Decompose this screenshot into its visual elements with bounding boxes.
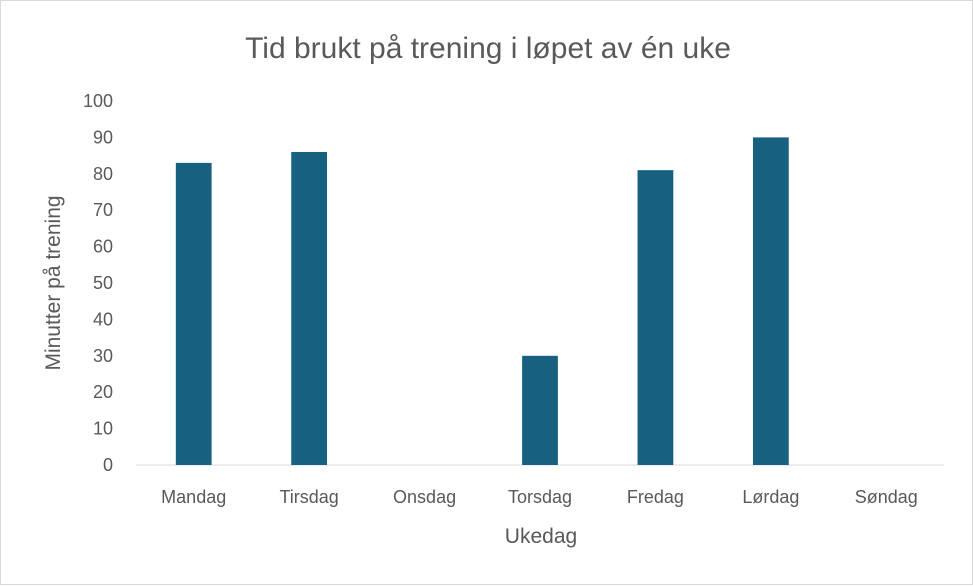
x-axis-ticks: Mandag Tirsdag Onsdag Torsdag Fredag Lørdag Sø… <box>161 487 918 507</box>
x-tick-label: Søndag <box>855 487 918 507</box>
y-tick-label: 100 <box>83 91 113 111</box>
x-tick-label: Tirsdag <box>279 487 338 507</box>
y-tick-label: 90 <box>93 127 113 147</box>
y-tick-label: 80 <box>93 164 113 184</box>
y-axis-ticks: 0 10 20 30 40 50 60 70 80 90 100 <box>83 91 113 475</box>
bar <box>291 151 328 465</box>
x-tick-label: Onsdag <box>393 487 456 507</box>
bar <box>522 355 558 465</box>
y-tick-label: 40 <box>93 309 113 329</box>
bar <box>175 162 212 465</box>
y-tick-label: 10 <box>93 419 113 439</box>
chart-title: Tid brukt på trening i løpet av én uke <box>245 32 731 65</box>
y-tick-label: 60 <box>93 237 113 257</box>
bar <box>752 137 789 465</box>
y-tick-label: 50 <box>93 273 113 293</box>
x-tick-label: Mandag <box>161 487 226 507</box>
y-axis-label: Minutter på trening <box>42 195 65 370</box>
bar <box>637 170 674 465</box>
y-tick-label: 20 <box>93 382 113 402</box>
y-tick-label: 70 <box>93 200 113 220</box>
x-tick-label: Lørdag <box>742 487 799 507</box>
x-tick-label: Fredag <box>627 487 684 507</box>
bars <box>175 137 789 465</box>
x-tick-label: Torsdag <box>508 487 572 507</box>
x-axis-label: Ukedag <box>505 525 577 548</box>
y-tick-label: 0 <box>103 455 113 475</box>
y-tick-label: 30 <box>93 346 113 366</box>
